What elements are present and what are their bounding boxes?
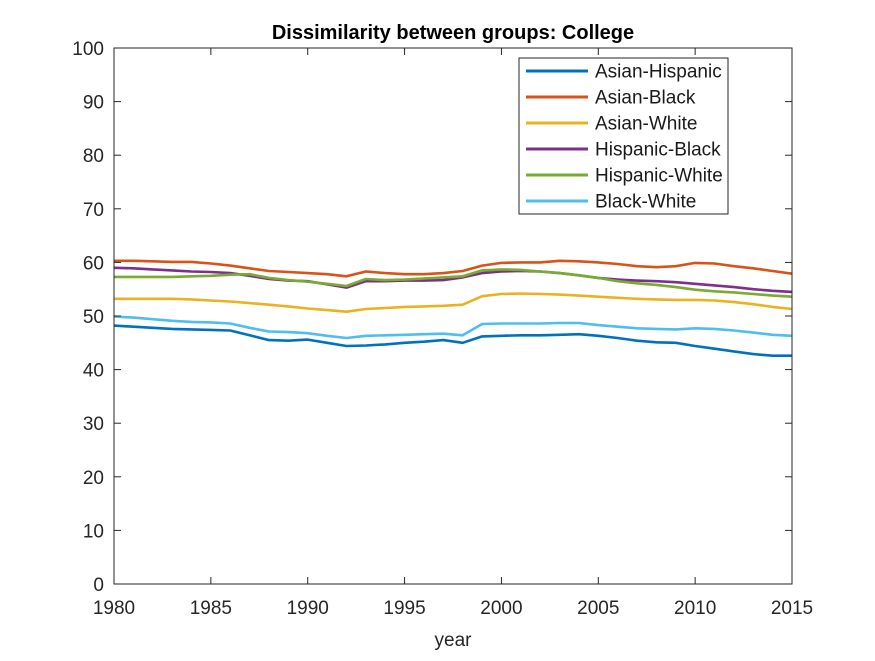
x-axis-label: year bbox=[435, 630, 473, 651]
legend-item-asian-black: Asian-Black bbox=[526, 88, 696, 109]
x-tick-label: 2000 bbox=[480, 598, 522, 619]
y-tick-label: 50 bbox=[83, 307, 104, 328]
legend-box bbox=[518, 57, 729, 215]
legend-label: Hispanic-White bbox=[595, 166, 723, 187]
legend-item-hispanic-black: Hispanic-Black bbox=[526, 140, 721, 161]
series-line-black-white bbox=[113, 315, 793, 340]
y-tick-label: 0 bbox=[93, 575, 104, 596]
x-tick-label: 2010 bbox=[674, 598, 716, 619]
y-tick-label: 90 bbox=[83, 93, 104, 114]
y-tick-label: 100 bbox=[72, 39, 104, 60]
legend: Asian-Hispanic Asian-Black Asian-White Hisp… bbox=[518, 57, 729, 215]
x-axis-ticks bbox=[113, 48, 793, 584]
legend-label: Asian-White bbox=[595, 114, 697, 135]
chart-title: Dissimilarity between groups: College bbox=[272, 22, 634, 44]
series-line-asian-hispanic bbox=[113, 324, 792, 358]
legend-label: Asian-Black bbox=[595, 88, 696, 109]
legend-item-black-white: Black-White bbox=[526, 192, 696, 213]
y-tick-label: 10 bbox=[83, 521, 104, 542]
legend-label: Asian-Hispanic bbox=[595, 62, 722, 83]
y-axis-tick-labels: 0 10 20 30 40 50 60 70 80 90 100 bbox=[72, 39, 104, 596]
x-tick-label: 1990 bbox=[287, 598, 329, 619]
x-axis-tick-labels: 1980 1985 1990 1995 2000 2005 2010 2015 bbox=[93, 598, 813, 619]
x-tick-label: 2015 bbox=[771, 598, 813, 619]
x-tick-label: 2005 bbox=[577, 598, 619, 619]
y-tick-label: 30 bbox=[83, 414, 104, 435]
legend-item-hispanic-white: Hispanic-White bbox=[526, 166, 723, 187]
y-tick-label: 40 bbox=[83, 361, 104, 382]
y-tick-label: 60 bbox=[83, 253, 104, 274]
legend-label: Hispanic-Black bbox=[595, 140, 721, 161]
data-series bbox=[113, 259, 793, 358]
x-tick-label: 1985 bbox=[190, 598, 232, 619]
legend-label: Black-White bbox=[595, 192, 696, 213]
y-tick-label: 20 bbox=[83, 468, 104, 489]
series-line-asian-white bbox=[114, 292, 793, 314]
y-tick-label: 80 bbox=[83, 146, 104, 167]
series-line-hispanic-white bbox=[114, 268, 793, 298]
x-tick-label: 1980 bbox=[93, 598, 135, 619]
legend-item-asian-white: Asian-White bbox=[526, 114, 697, 135]
x-tick-label: 1995 bbox=[383, 598, 425, 619]
legend-item-asian-hispanic: Asian-Hispanic bbox=[526, 62, 722, 83]
series-line-asian-black bbox=[114, 259, 793, 278]
y-tick-label: 70 bbox=[83, 200, 104, 221]
y-axis-ticks bbox=[114, 47, 792, 585]
series-line-hispanic-black bbox=[113, 266, 793, 294]
